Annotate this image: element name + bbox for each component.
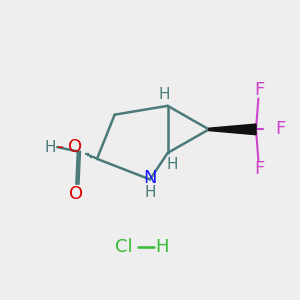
Text: -: - <box>57 138 64 157</box>
Text: F: F <box>275 120 285 138</box>
Text: F: F <box>254 160 264 178</box>
Polygon shape <box>209 124 256 135</box>
Text: H: H <box>155 238 169 256</box>
Text: H: H <box>44 140 56 154</box>
Text: H: H <box>166 157 178 172</box>
Text: O: O <box>69 185 83 203</box>
Text: Cl: Cl <box>115 238 132 256</box>
Text: H: H <box>144 185 156 200</box>
Text: O: O <box>68 138 82 156</box>
Text: N: N <box>143 169 157 187</box>
Text: F: F <box>254 81 264 99</box>
Text: H: H <box>159 87 170 102</box>
